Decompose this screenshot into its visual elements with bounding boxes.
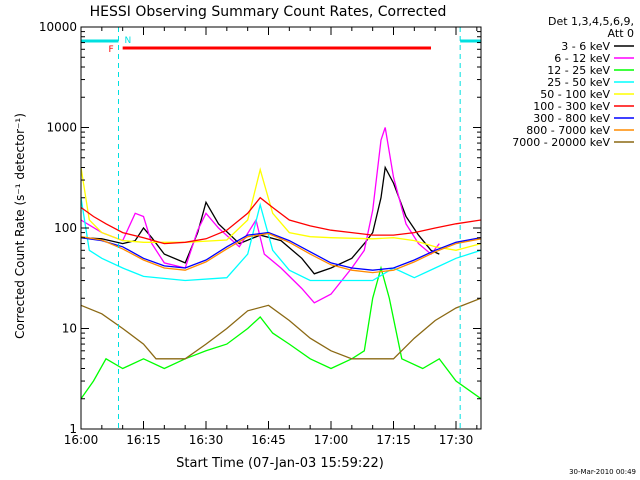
series-line-6 [81,231,481,271]
legend-label-3: 25 - 50 keV [547,76,610,89]
x-tick-label-2: 16:30 [189,433,224,447]
legend-label-2: 12 - 25 keV [547,64,610,77]
legend-label-7: 800 - 7000 keV [526,124,610,137]
footer-timestamp: 30-Mar-2010 00:49 [569,468,636,476]
series-line-1 [81,127,440,304]
y-tick-label-3: 1000 [46,121,77,135]
series-line-3 [81,197,481,282]
legend-header-line-1: Det 1,3,4,5,6,9, [548,15,634,28]
flag-n-label: N [125,36,132,46]
plot-layer: NF [81,27,481,429]
legend-label-6: 300 - 800 keV [533,112,610,125]
y-tick-label-4: 10000 [39,20,77,34]
series-line-4 [81,167,481,251]
chart-title: HESSI Observing Summary Count Rates, Cor… [90,4,447,20]
series-line-5 [81,196,481,245]
plot-frame [80,26,482,430]
x-axis-label: Start Time (07-Jan-03 15:59:22) [176,456,384,471]
series-line-7 [81,232,481,274]
x-tick-label-0: 16:00 [64,433,99,447]
legend-label-0: 3 - 6 keV [561,40,610,53]
legend-label-8: 7000 - 20000 keV [512,136,610,149]
axes-layer: 1 10 100 1000 10000 16:00 16:15 16:30 16:45 17:00… [39,20,482,447]
series-line-0 [81,165,440,275]
x-tick-label-6: 17:30 [439,433,474,447]
flag-f-label: F [109,45,114,55]
y-tick-label-1: 10 [62,322,77,336]
x-tick-label-4: 17:00 [314,433,349,447]
x-tick-label-1: 16:15 [126,433,161,447]
legend-label-1: 6 - 12 keV [554,52,610,65]
series-group: NF [81,27,481,429]
y-axis-label: Corrected Count Rate (s⁻¹ detector⁻¹) [13,113,27,339]
series-line-2 [81,265,481,400]
series-line-8 [81,297,481,360]
x-tick-label-3: 16:45 [251,433,286,447]
x-tick-label-5: 17:15 [376,433,411,447]
y-tick-label-0: 1 [69,422,77,436]
legend-label-5: 100 - 300 keV [533,100,610,113]
legend-label-4: 50 - 100 keV [540,88,610,101]
legend-header-line-2: Att 0 [608,27,634,40]
y-tick-label-2: 100 [54,221,77,235]
